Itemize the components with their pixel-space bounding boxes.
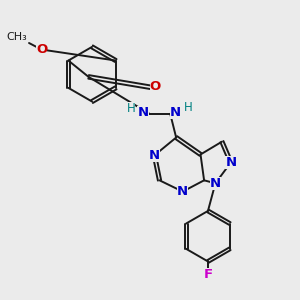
Text: N: N bbox=[149, 149, 160, 162]
Text: N: N bbox=[137, 106, 148, 119]
Text: F: F bbox=[203, 268, 212, 281]
Text: CH₃: CH₃ bbox=[7, 32, 28, 41]
Text: H: H bbox=[127, 102, 135, 115]
Text: N: N bbox=[177, 185, 188, 198]
Text: N: N bbox=[170, 106, 181, 119]
Text: H: H bbox=[184, 101, 193, 114]
Text: N: N bbox=[210, 177, 221, 190]
Text: O: O bbox=[150, 80, 161, 93]
Text: O: O bbox=[36, 43, 47, 56]
Text: N: N bbox=[225, 156, 236, 169]
